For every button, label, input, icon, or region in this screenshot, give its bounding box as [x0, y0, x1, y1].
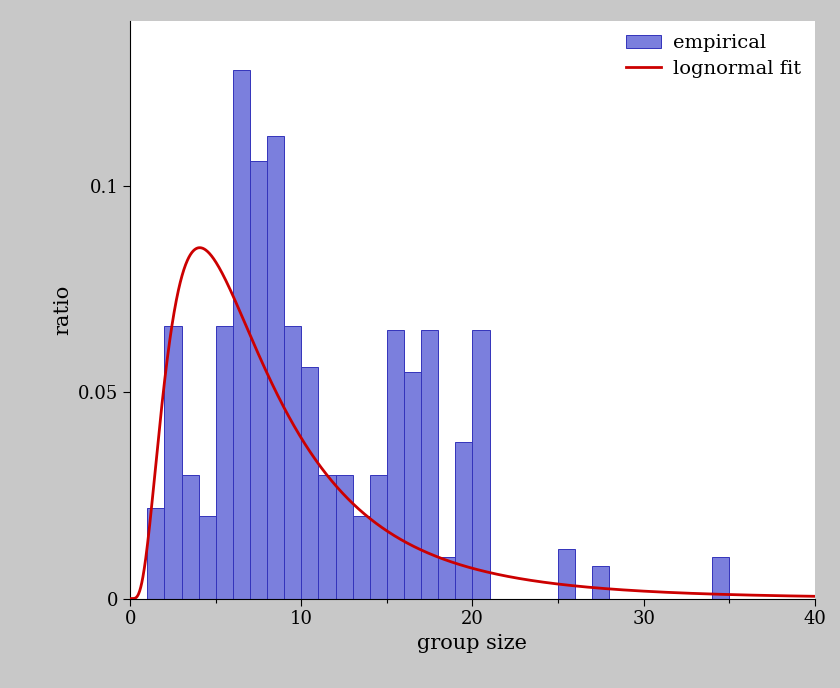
Bar — [233, 70, 250, 599]
Bar — [267, 136, 284, 599]
Bar — [558, 549, 575, 599]
Bar — [353, 516, 370, 599]
Bar — [165, 326, 181, 599]
Bar — [302, 367, 318, 599]
Legend: empirical, lognormal fit: empirical, lognormal fit — [618, 26, 809, 86]
Bar — [198, 516, 216, 599]
Bar — [438, 557, 455, 599]
X-axis label: group size: group size — [417, 634, 528, 653]
Bar — [370, 475, 387, 599]
Bar — [318, 475, 336, 599]
Bar — [592, 566, 610, 599]
Bar — [216, 326, 233, 599]
Bar — [284, 326, 302, 599]
Bar — [181, 475, 199, 599]
Bar — [455, 442, 472, 599]
Bar — [421, 330, 438, 599]
Bar — [250, 161, 267, 599]
Bar — [147, 508, 165, 599]
Bar — [387, 330, 404, 599]
Y-axis label: ratio: ratio — [54, 284, 72, 335]
Bar — [404, 372, 421, 599]
Bar — [472, 330, 490, 599]
Bar — [712, 557, 729, 599]
Bar — [336, 475, 353, 599]
